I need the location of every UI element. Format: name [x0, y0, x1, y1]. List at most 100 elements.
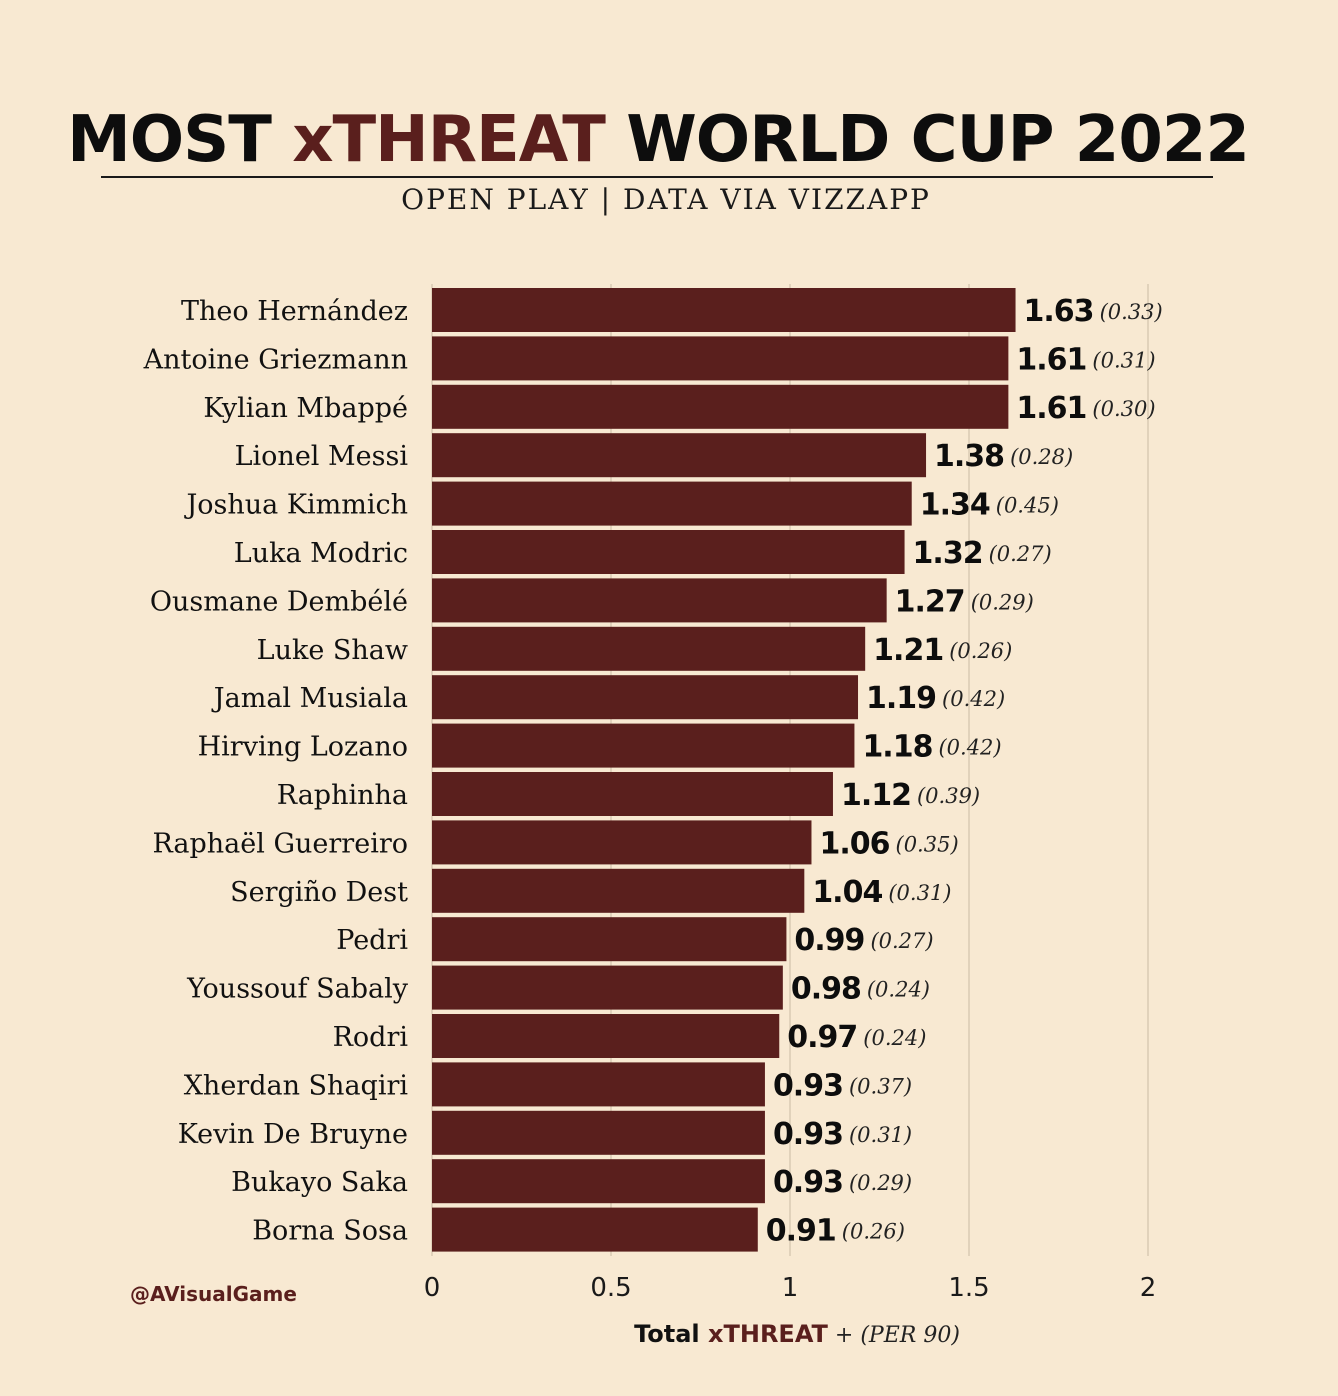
per90-label: (0.26) — [842, 1220, 905, 1244]
value-label: 1.12 — [841, 778, 911, 813]
value-label: 0.93 — [773, 1165, 843, 1200]
bar — [432, 384, 1009, 429]
per90-label: (0.35) — [896, 832, 959, 856]
bar — [432, 868, 805, 913]
bar — [432, 336, 1009, 381]
value-label: 0.98 — [791, 972, 861, 1007]
value-label: 1.04 — [812, 875, 882, 910]
category-label: Luke Shaw — [257, 635, 408, 666]
bar — [432, 288, 1016, 332]
per90-label: (0.45) — [996, 494, 1059, 518]
value-label: 1.61 — [1016, 342, 1086, 377]
per90-label: (0.31) — [849, 1123, 912, 1147]
per90-label: (0.28) — [1010, 445, 1073, 469]
value-label-layer: 1.63 (0.33)1.61 (0.31)1.61 (0.30)1.38 (0.28)… — [766, 294, 1163, 1249]
value-label: 1.32 — [913, 536, 983, 571]
value-label: 1.34 — [920, 488, 990, 523]
x-axis-label: Total xTHREAT + (PER 90) — [0, 1316, 1338, 1356]
per90-label: (0.42) — [938, 736, 1001, 760]
category-label: Raphaël Guerreiro — [152, 828, 408, 859]
category-label: Theo Hernández — [181, 296, 408, 327]
per90-label: (0.27) — [870, 929, 933, 953]
value-label: 1.38 — [934, 439, 1004, 474]
category-label: Antoine Griezmann — [143, 344, 408, 375]
value-label: 1.27 — [895, 584, 965, 619]
bar — [432, 1159, 765, 1204]
category-label: Ousmane Dembélé — [150, 586, 408, 617]
chart-title: MOST xTHREAT WORLD CUP 2022 — [0, 100, 1316, 180]
category-label: Raphinha — [277, 780, 408, 811]
per90-label: (0.29) — [849, 1171, 912, 1195]
value-label: 0.99 — [794, 923, 864, 958]
category-label-layer: Theo Hernández Antoine Griezmann Kylian Mb… — [143, 296, 409, 1247]
bar — [432, 1062, 765, 1107]
per90-label: (0.37) — [849, 1074, 912, 1098]
credit-handle: @AVisualGame — [130, 1282, 297, 1306]
title-part-xthreat: xTHREAT — [292, 103, 606, 177]
per90-label: (0.24) — [863, 1026, 926, 1050]
title-part-most: MOST — [67, 103, 293, 177]
per90-label: (0.42) — [942, 687, 1005, 711]
category-label: Pedri — [336, 925, 408, 956]
bar-layer — [432, 288, 1016, 1252]
per90-label: (0.33) — [1100, 300, 1163, 324]
value-label: 1.63 — [1024, 294, 1094, 329]
per90-label: (0.24) — [867, 978, 930, 1002]
bar — [432, 723, 855, 768]
x-axis-label-total: Total — [634, 1320, 708, 1348]
category-label: Joshua Kimmich — [183, 490, 408, 521]
bar — [432, 820, 812, 865]
per90-label: (0.31) — [1092, 348, 1155, 372]
per90-label: (0.27) — [989, 542, 1052, 566]
category-label: Bukayo Saka — [231, 1167, 408, 1198]
bar — [432, 917, 787, 962]
category-label: Luka Modric — [234, 538, 408, 569]
x-tick-label: 1 — [782, 1273, 799, 1303]
value-label: 0.97 — [787, 1020, 857, 1055]
bar — [432, 578, 887, 623]
x-tick-label: 0 — [424, 1273, 441, 1303]
value-label: 1.61 — [1016, 391, 1086, 426]
category-label: Youssouf Sabaly — [186, 974, 409, 1005]
value-label: 0.93 — [773, 1117, 843, 1152]
x-tick-label: 1.5 — [948, 1273, 989, 1303]
bar — [432, 530, 905, 574]
category-label: Rodri — [333, 1022, 409, 1053]
bar — [432, 1110, 765, 1155]
category-label: Jamal Musiala — [211, 683, 408, 714]
value-label: 1.06 — [819, 826, 889, 861]
category-label: Borna Sosa — [252, 1216, 408, 1247]
value-label: 1.21 — [873, 633, 943, 668]
title-underline — [101, 176, 1213, 178]
per90-label: (0.30) — [1092, 397, 1155, 421]
category-label: Sergiño Dest — [230, 877, 408, 908]
x-axis-label-xthreat: xTHREAT — [708, 1320, 828, 1348]
bar — [432, 675, 859, 720]
grid-layer — [431, 284, 1149, 1256]
bar — [432, 626, 866, 671]
value-label: 1.18 — [862, 730, 932, 765]
x-tick-layer: 0 0.5 1 1.5 2 — [424, 1273, 1157, 1303]
category-label: Hirving Lozano — [198, 732, 408, 763]
bar — [432, 1014, 780, 1058]
x-tick-label: 0.5 — [590, 1273, 631, 1303]
bar — [432, 481, 912, 526]
bar — [432, 1207, 758, 1252]
value-label: 0.93 — [773, 1068, 843, 1103]
category-label: Lionel Messi — [235, 441, 409, 472]
bar — [432, 772, 833, 816]
chart-subtitle: OPEN PLAY | DATA VIA VIZZAPP — [401, 183, 931, 216]
x-axis-label-per90: + (PER 90) — [827, 1323, 960, 1348]
per90-label: (0.26) — [949, 639, 1012, 663]
bar — [432, 433, 927, 478]
value-label: 1.19 — [866, 681, 936, 716]
category-label: Kevin De Bruyne — [178, 1119, 408, 1150]
per90-label: (0.39) — [917, 784, 980, 808]
title-part-world-cup: WORLD CUP 2022 — [604, 103, 1250, 177]
bar — [432, 965, 783, 1010]
per90-label: (0.31) — [888, 881, 951, 905]
category-label: Kylian Mbappé — [203, 393, 408, 424]
category-label: Xherdan Shaqiri — [184, 1070, 409, 1101]
value-label: 0.91 — [766, 1214, 836, 1249]
